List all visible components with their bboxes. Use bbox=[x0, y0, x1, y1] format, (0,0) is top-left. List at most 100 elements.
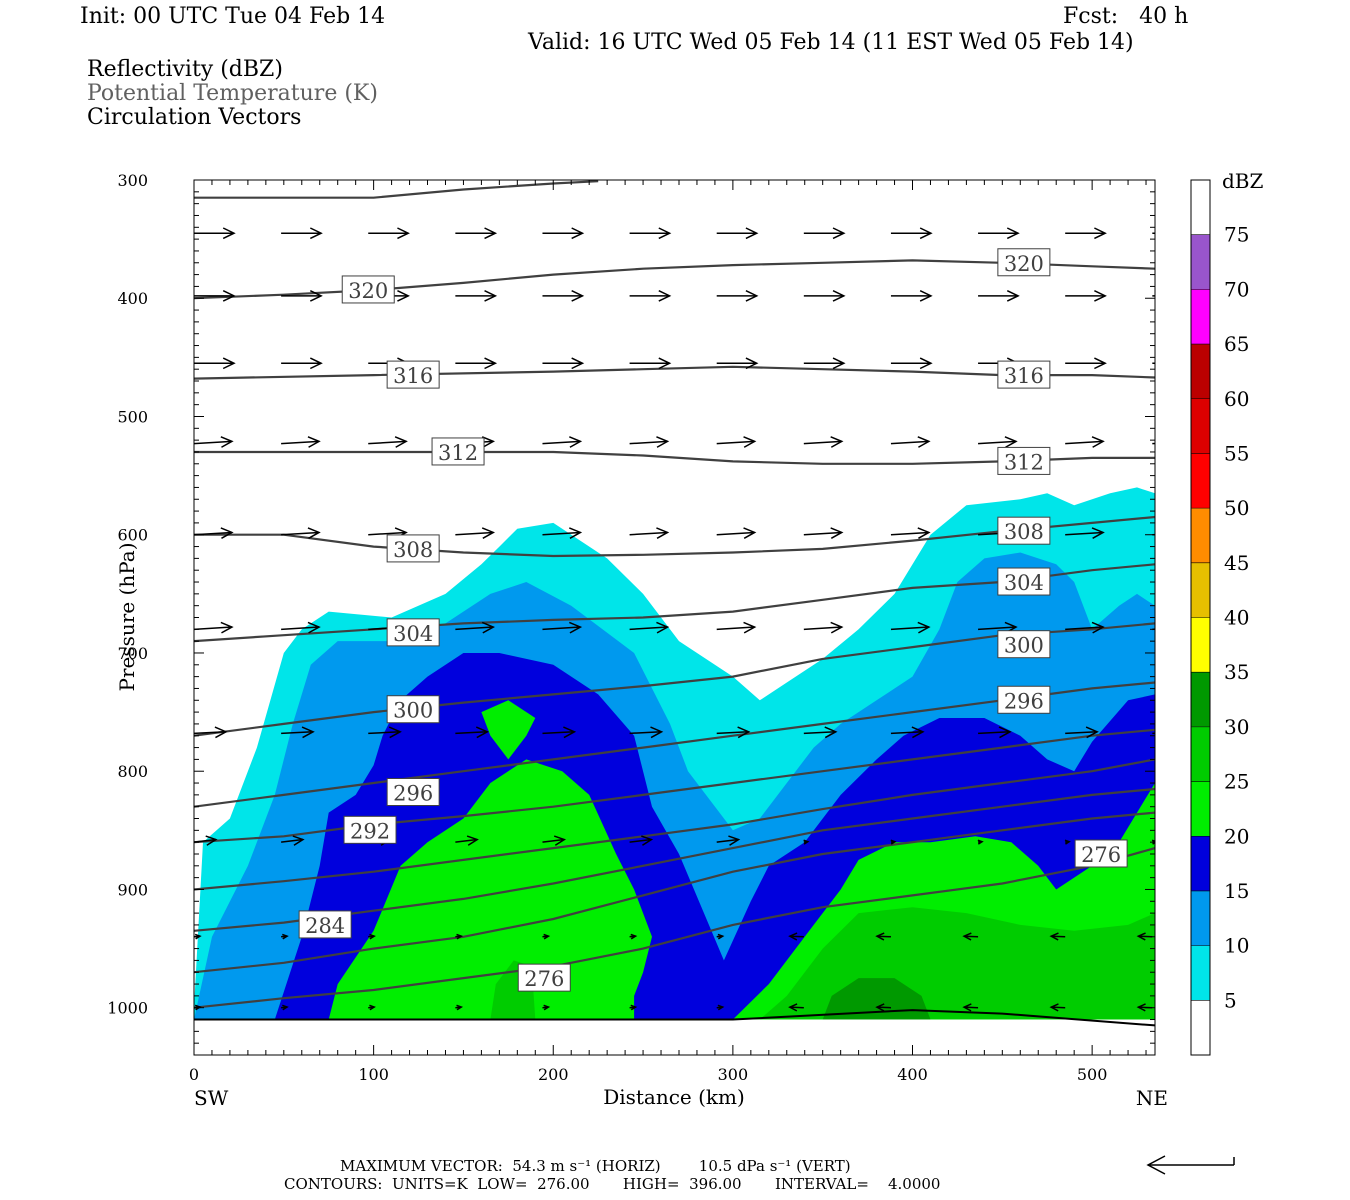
circulation-vector-8-8 bbox=[875, 932, 891, 941]
theta-label-308-1: 308 bbox=[1004, 520, 1044, 544]
colorbar-label-55: 55 bbox=[1224, 441, 1249, 465]
colorbar-label-25: 25 bbox=[1224, 770, 1249, 794]
circulation-vector-1-10 bbox=[1065, 289, 1107, 302]
circulation-vector-7-3 bbox=[455, 835, 479, 846]
theta-label-box-316-0 bbox=[386, 360, 440, 389]
circulation-vector-8-7 bbox=[788, 932, 804, 941]
colorbar-segment-3 bbox=[1191, 836, 1210, 891]
reflectivity-region-20dbz-3 bbox=[328, 759, 652, 1020]
ne-label: NE bbox=[1136, 1086, 1168, 1110]
colorbar-label-65: 65 bbox=[1224, 332, 1249, 356]
circulation-vector-3-0 bbox=[194, 436, 234, 448]
colorbar-segment-15 bbox=[1191, 180, 1210, 235]
colorbar-label-20: 20 bbox=[1224, 824, 1249, 848]
circulation-vector-9-6 bbox=[716, 1004, 725, 1011]
circulation-vector-0-6 bbox=[716, 227, 759, 240]
circulation-vector-9-4 bbox=[542, 1004, 551, 1011]
colorbar-label-45: 45 bbox=[1224, 551, 1249, 575]
theta-label-box-292-0 bbox=[343, 815, 397, 844]
circulation-vector-1-1 bbox=[281, 289, 323, 302]
theta-label-box-276-0 bbox=[517, 963, 571, 992]
sw-label: SW bbox=[194, 1086, 229, 1110]
circulation-vector-7-9 bbox=[977, 839, 984, 845]
circulation-vector-9-2 bbox=[368, 1004, 376, 1011]
circulation-vector-5-4 bbox=[542, 621, 583, 634]
theta-label-box-276-1 bbox=[1074, 839, 1128, 868]
circulation-vector-2-10 bbox=[1065, 357, 1107, 370]
circulation-vector-8-2 bbox=[368, 933, 376, 940]
circulation-vector-4-3 bbox=[455, 527, 496, 539]
colorbar-segment-2 bbox=[1191, 890, 1210, 946]
colorbar-segment-0 bbox=[1191, 1000, 1210, 1055]
circulation-vector-0-2 bbox=[368, 227, 410, 240]
circulation-vector-9-3 bbox=[455, 1004, 464, 1011]
colorbar-segment-14 bbox=[1191, 234, 1210, 290]
circulation-vector-2-11 bbox=[1152, 362, 1155, 365]
theta-label-box-300-0 bbox=[386, 695, 440, 724]
valid-time: Valid: 16 UTC Wed 05 Feb 14 (11 EST Wed … bbox=[528, 30, 1134, 55]
circulation-vector-3-7 bbox=[803, 436, 844, 448]
title-circulation-vectors: Circulation Vectors bbox=[87, 105, 302, 130]
theta-contour-276 bbox=[194, 847, 1155, 1009]
colorbar-segment-7 bbox=[1191, 617, 1210, 673]
circulation-vector-0-0 bbox=[194, 227, 236, 240]
circulation-vector-3-11 bbox=[1152, 442, 1155, 445]
theta-contour-284 bbox=[194, 787, 1155, 932]
circulation-vector-5-7 bbox=[803, 621, 844, 634]
circulation-vector-3-8 bbox=[890, 436, 931, 448]
title-reflectivity: Reflectivity (dBZ) bbox=[87, 57, 283, 82]
terrain-surface-line bbox=[194, 1009, 1155, 1027]
circulation-vector-1-4 bbox=[542, 289, 585, 302]
theta-label-box-316-1 bbox=[997, 360, 1051, 389]
circulation-vector-5-11 bbox=[1152, 628, 1155, 631]
theta-label-box-296-1 bbox=[997, 685, 1051, 714]
circulation-vector-8-11 bbox=[1136, 932, 1153, 941]
circulation-vector-3-2 bbox=[368, 436, 408, 448]
circulation-vector-0-9 bbox=[978, 227, 1020, 240]
circulation-vector-4-8 bbox=[890, 527, 931, 539]
circulation-vector-0-10 bbox=[1065, 227, 1107, 240]
circulation-vector-2-1 bbox=[281, 357, 323, 370]
y-tick-label-400: 400 bbox=[117, 289, 148, 308]
circulation-vector-5-8 bbox=[890, 621, 931, 634]
colorbar-segment-9 bbox=[1191, 508, 1210, 563]
colorbar-label-35: 35 bbox=[1224, 660, 1249, 684]
circulation-vector-7-7 bbox=[803, 839, 810, 845]
colorbar-label-50: 50 bbox=[1224, 496, 1249, 520]
circulation-vector-6-11 bbox=[1152, 732, 1155, 735]
circulation-vector-2-3 bbox=[455, 357, 498, 370]
circulation-vector-8-3 bbox=[455, 933, 464, 940]
circulation-vector-4-6 bbox=[716, 527, 757, 539]
circulation-vector-6-9 bbox=[978, 726, 1012, 739]
colorbar-label-5: 5 bbox=[1224, 988, 1237, 1012]
circulation-vector-4-5 bbox=[629, 527, 670, 539]
circulation-vector-9-9 bbox=[962, 1003, 979, 1012]
colorbar-segment-4 bbox=[1191, 781, 1210, 837]
circulation-vector-1-11 bbox=[1152, 295, 1155, 297]
circulation-vector-2-8 bbox=[890, 357, 933, 370]
reference-vector-arrow bbox=[1146, 1155, 1235, 1175]
circulation-vector-3-5 bbox=[629, 436, 670, 448]
circulation-vector-4-7 bbox=[803, 527, 844, 539]
circulation-vector-5-10 bbox=[1065, 621, 1105, 634]
circulation-vector-8-5 bbox=[629, 933, 638, 940]
colorbar-segment-13 bbox=[1191, 289, 1210, 345]
y-tick-label-300: 300 bbox=[117, 171, 148, 190]
circulation-vector-8-10 bbox=[1049, 932, 1066, 941]
theta-label-box-304-0 bbox=[386, 618, 440, 647]
circulation-vector-2-4 bbox=[542, 357, 585, 370]
x-tick-label-500: 500 bbox=[1077, 1065, 1108, 1084]
circulation-vector-6-0 bbox=[194, 726, 228, 739]
circulation-vector-8-9 bbox=[962, 932, 979, 941]
circulation-vector-4-0 bbox=[194, 527, 234, 539]
circulation-vector-0-7 bbox=[803, 227, 846, 240]
theta-label-276-0: 276 bbox=[524, 967, 564, 991]
circulation-vector-1-3 bbox=[455, 289, 498, 302]
colorbar-label-15: 15 bbox=[1224, 879, 1249, 903]
circulation-vector-7-8 bbox=[890, 839, 897, 845]
theta-label-296-1: 296 bbox=[1004, 689, 1044, 713]
contours-info-text: CONTOURS: UNITS=K LOW= 276.00 HIGH= 396.… bbox=[284, 1175, 941, 1193]
colorbar-label-60: 60 bbox=[1224, 387, 1249, 411]
circulation-vector-3-9 bbox=[978, 436, 1018, 448]
circulation-vector-6-5 bbox=[629, 726, 664, 739]
